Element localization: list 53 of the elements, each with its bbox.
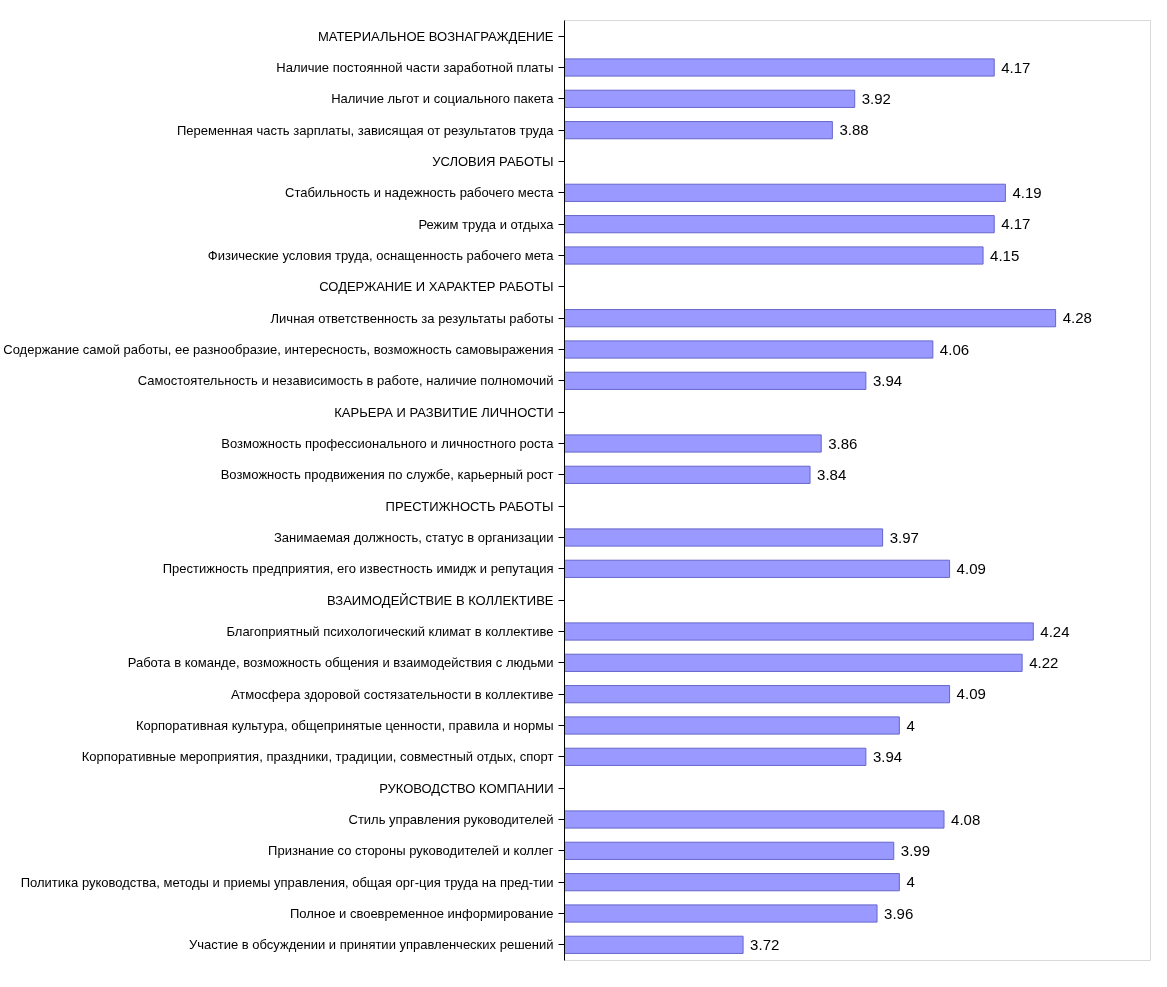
y-tick-label: Корпоративная культура, общепринятые ценности, правила и нормы	[136, 718, 554, 733]
y-tick-label: Признание со стороны руководителей и коллег	[268, 843, 554, 859]
data-label: 3.96	[884, 904, 914, 922]
y-tick-label: Участие в обсуждении и принятии управленческих решений	[188, 937, 554, 953]
data-label: 3.99	[900, 841, 931, 859]
y-tick-label: СОДЕРЖАНИЕ И ХАРАКТЕР РАБОТЫ	[319, 279, 554, 295]
y-tick-label: КАРЬЕРА И РАЗВИТИЕ ЛИЧНОСТИ	[334, 404, 554, 420]
data-label: 3.92	[861, 89, 891, 107]
data-label: 3.84	[817, 465, 847, 483]
data-label: 3.94	[872, 747, 903, 765]
data-label: 4.09	[956, 685, 986, 703]
y-tick-label: Возможность продвижения по службе, карьерный рост	[220, 467, 554, 483]
data-label: 3.94	[872, 371, 903, 389]
y-tick-label: Корпоративные мероприятия, праздники, традиции, совместный отдых, спорт	[81, 749, 554, 765]
y-tick-label: ПРЕСТИЖНОСТЬ РАБОТЫ	[385, 498, 554, 514]
data-label: 3.88	[839, 121, 869, 139]
y-tick-label: Наличие льгот и социального пакета	[331, 91, 555, 107]
y-tick-label: Работа в команде, возможность общения и взаимодействия с людьми	[127, 655, 554, 671]
y-tick-label: РУКОВОДСТВО КОМПАНИИ	[379, 780, 554, 796]
data-label: 4	[906, 873, 915, 891]
data-label: 4.06	[939, 340, 970, 358]
y-tick-label: Наличие постоянной части заработной платы	[276, 60, 554, 75]
y-tick-label: Занимаемая должность, статус в организации	[274, 530, 554, 545]
y-tick-label: МАТЕРИАЛЬНОЕ ВОЗНАГРАЖДЕНИЕ	[317, 28, 554, 44]
data-label: 3.72	[750, 935, 780, 953]
data-label: 3.97	[889, 528, 919, 546]
data-label: 4.22	[1029, 653, 1059, 671]
data-label: 4.19	[1012, 183, 1042, 201]
y-tick-label: Содержание самой работы, ее разнообразие, интересность, возможность самовыражения	[3, 342, 554, 357]
y-tick-label: Благоприятный психологический климат в коллективе	[226, 624, 554, 639]
y-tick-label: ВЗАИМОДЕЙСТВИЕ В КОЛЛЕКТИВЕ	[327, 592, 554, 608]
y-tick-label: Престижность предприятия, его известность имидж и репутация	[162, 561, 554, 577]
y-tick-label: Стабильность и надежность рабочего места	[285, 185, 555, 201]
y-tick-label: Политика руководства, методы и приемы управления, общая орг-ция труда на пред-тии	[20, 874, 554, 890]
y-tick-label: Переменная часть зарплаты, зависящая от результатов труда	[176, 122, 555, 138]
y-tick-label: Самостоятельность и независимость в работе, наличие полномочий	[137, 373, 554, 389]
y-tick-label: Режим труда и отдыха	[418, 216, 555, 232]
y-tick-label: Атмосфера здоровой состязательности в коллективе	[230, 686, 554, 702]
y-tick-label: Физические условия труда, оснащенность рабочего мета	[207, 248, 555, 263]
y-tick-label: Полное и своевременное информирование	[289, 906, 554, 921]
data-label: 4.24	[1040, 622, 1070, 640]
data-label: 4.09	[956, 559, 986, 577]
data-label: 4.17	[1001, 215, 1031, 233]
data-label: 4.08	[951, 810, 981, 828]
data-label: 3.86	[828, 434, 858, 452]
data-label: 4.28	[1062, 309, 1092, 327]
y-tick-label: Стиль управления руководителей	[348, 812, 554, 827]
data-label: 4	[906, 716, 915, 734]
y-tick-label: УСЛОВИЯ РАБОТЫ	[432, 154, 554, 169]
data-label: 4.17	[1001, 58, 1031, 76]
y-tick-label: Возможность профессионального и личностного роста	[221, 436, 555, 451]
y-tick-label: Личная ответственность за результаты работы	[270, 310, 554, 326]
data-label: 4.15	[990, 246, 1020, 264]
